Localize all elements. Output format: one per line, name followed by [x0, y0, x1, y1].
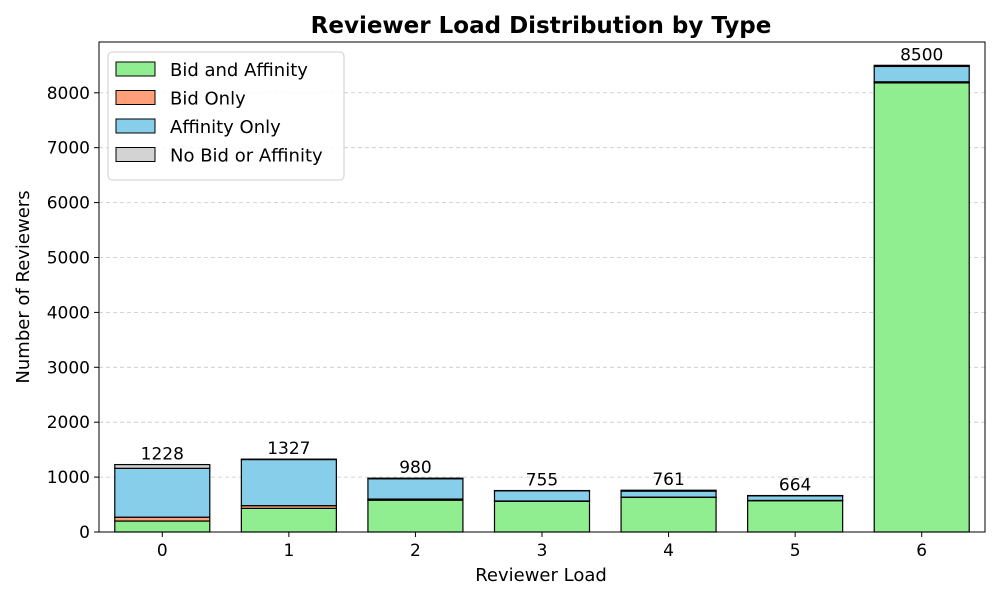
total-label: 664 — [779, 476, 811, 496]
total-label: 980 — [399, 458, 431, 478]
bar-segment-affinity-only — [493, 490, 591, 502]
legend-swatch — [115, 61, 156, 77]
y-tick-label: 4000 — [47, 303, 90, 323]
x-tick-label: 4 — [663, 541, 674, 561]
legend-swatch — [115, 118, 156, 134]
total-label: 761 — [652, 470, 684, 490]
total-label: 755 — [526, 471, 558, 491]
y-tick-label: 1000 — [47, 468, 90, 488]
legend-label: Affinity Only — [170, 117, 281, 138]
legend: Bid and Affinity Bid Only Affinity Only No … — [107, 51, 345, 181]
bar-segment-no-bid-or-affinity — [367, 477, 464, 480]
legend-label: No Bid or Affinity — [170, 146, 323, 167]
bar-segment-bid-and-affinity — [873, 82, 970, 533]
bar-segment-bid-and-affinity — [493, 500, 591, 533]
y-tick-label: 8000 — [47, 84, 90, 104]
bars-group — [114, 64, 970, 533]
y-tick-label: 5000 — [47, 248, 90, 268]
x-tick-label: 2 — [410, 541, 421, 561]
chart-title: Reviewer Load Distribution by Type — [311, 13, 772, 39]
x-tick-label: 5 — [790, 541, 801, 561]
bar-segment-affinity-only — [873, 65, 970, 83]
y-axis-ticks: 0 1000 2000 3000 4000 5000 6000 7000 8000 — [47, 84, 99, 543]
bar-segment-no-bid-or-affinity — [873, 64, 970, 68]
bar-segment-bid-and-affinity — [240, 507, 337, 533]
y-tick-label: 7000 — [47, 139, 90, 159]
x-tick-label: 1 — [283, 541, 294, 561]
bar-segment-bid-and-affinity — [367, 499, 464, 533]
total-labels: 1228 1327 980 755 761 664 8500 — [141, 45, 944, 495]
bar-segment-affinity-only — [747, 495, 844, 502]
x-axis-ticks: 0 1 2 3 4 5 6 — [157, 532, 927, 561]
y-tick-label: 3000 — [47, 358, 90, 378]
legend-swatch — [115, 147, 156, 162]
x-tick-label: 0 — [157, 541, 168, 561]
legend-swatch — [115, 90, 156, 105]
y-tick-label: 0 — [79, 523, 90, 543]
bar-segment-bid-and-affinity — [747, 500, 844, 533]
bar-segment-affinity-only — [240, 458, 337, 507]
bar-segment-affinity-only — [367, 478, 464, 500]
total-label: 1327 — [267, 439, 310, 459]
legend-label: Bid and Affinity — [170, 60, 308, 81]
bar-segment-no-bid-or-affinity — [114, 463, 211, 469]
bar-segment-affinity-only — [114, 467, 211, 518]
legend-label: Bid Only — [170, 89, 246, 110]
y-tick-label: 6000 — [47, 194, 90, 214]
total-label: 1228 — [141, 445, 184, 465]
y-tick-label: 2000 — [47, 413, 90, 433]
bar-segment-bid-and-affinity — [114, 520, 211, 533]
x-tick-label: 3 — [537, 541, 548, 561]
x-tick-label: 6 — [916, 541, 927, 561]
x-axis-title: Reviewer Load — [475, 565, 607, 586]
bar-segment-no-bid-or-affinity — [620, 489, 717, 492]
total-label: 8500 — [900, 45, 943, 65]
bar-segment-bid-and-affinity — [620, 496, 717, 533]
y-axis-title: Number of Reviewers — [13, 190, 34, 383]
bar-segment-affinity-only — [620, 490, 717, 498]
legend-box — [107, 51, 345, 181]
